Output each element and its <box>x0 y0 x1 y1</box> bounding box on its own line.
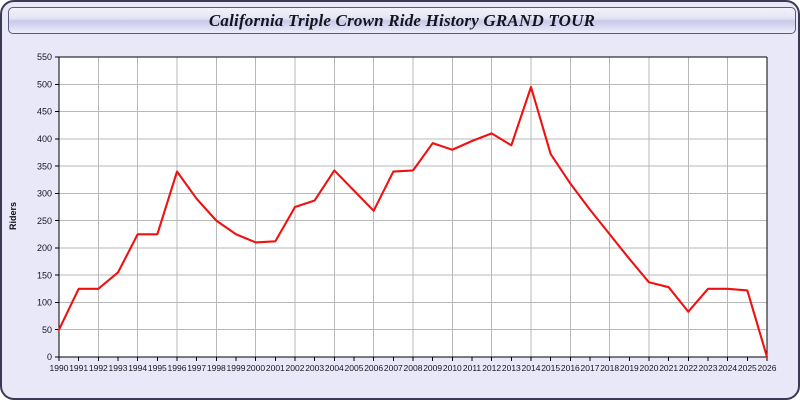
x-tick-label: 1990 <box>50 363 69 373</box>
y-tick-label: 400 <box>37 134 52 144</box>
x-tick-label: 2020 <box>640 363 659 373</box>
y-tick-label: 250 <box>37 216 52 226</box>
x-tick-label: 2017 <box>581 363 600 373</box>
x-tick-label: 1991 <box>69 363 88 373</box>
x-tick-label: 1997 <box>187 363 206 373</box>
x-tick-label: 2016 <box>561 363 580 373</box>
x-tick-label: 2003 <box>305 363 324 373</box>
vertical-gridlines <box>97 57 768 357</box>
page-title: California Triple Crown Ride History GRA… <box>208 10 596 30</box>
y-tick-label: 150 <box>37 270 52 280</box>
y-tick-label: 450 <box>37 107 52 117</box>
x-tick-label: 2009 <box>423 363 442 373</box>
x-tick-label: 2021 <box>659 363 678 373</box>
y-tick-label: 100 <box>37 298 52 308</box>
y-tick-label: 300 <box>37 189 52 199</box>
y-tick-label: 200 <box>37 243 52 253</box>
x-tick-label: 2012 <box>482 363 501 373</box>
x-tick-label: 2024 <box>718 363 737 373</box>
x-tick-label: 2001 <box>266 363 285 373</box>
x-tick-label: 2004 <box>325 363 344 373</box>
x-tick-label: 2015 <box>541 363 560 373</box>
y-tick-label: 350 <box>37 161 52 171</box>
y-axis-ticks: 0 50 100 150 200 250 300 350 400 450 500 550 <box>37 52 59 362</box>
y-tick-label: 0 <box>47 352 52 362</box>
x-tick-label: 2013 <box>502 363 521 373</box>
x-tick-label: 2011 <box>463 363 482 373</box>
y-tick-label: 550 <box>37 52 52 62</box>
x-tick-label: 2010 <box>443 363 462 373</box>
x-tick-label: 2005 <box>345 363 364 373</box>
x-tick-label: 2018 <box>600 363 619 373</box>
plot-area-container: Riders 0 50 100 150 200 250 300 350 400 450 500 550… <box>2 36 798 398</box>
x-tick-label: 2022 <box>679 363 698 373</box>
y-tick-label: 500 <box>37 79 52 89</box>
riders-series-line <box>57 85 769 359</box>
x-tick-label: 2008 <box>404 363 423 373</box>
x-tick-label: 1994 <box>128 363 147 373</box>
x-tick-label: 2006 <box>364 363 383 373</box>
x-tick-label: 1998 <box>207 363 226 373</box>
x-tick-label: 1995 <box>148 363 167 373</box>
x-tick-label: 2002 <box>286 363 305 373</box>
y-axis-label: Riders <box>8 201 18 230</box>
x-tick-label: 1993 <box>109 363 128 373</box>
x-tick-label: 2023 <box>699 363 718 373</box>
x-tick-label: 2019 <box>620 363 639 373</box>
x-tick-label: 2014 <box>522 363 541 373</box>
x-tick-label: 1992 <box>89 363 108 373</box>
x-tick-label: 1996 <box>168 363 187 373</box>
x-tick-label: 2025 <box>738 363 757 373</box>
title-bar: California Triple Crown Ride History GRA… <box>8 7 796 34</box>
x-tick-label: 2000 <box>246 363 265 373</box>
x-axis-ticks: 1990 1991 1992 1993 1994 1995 1996 1997 1998 1999… <box>50 357 777 373</box>
x-tick-label: 2007 <box>384 363 403 373</box>
y-tick-label: 50 <box>42 325 52 335</box>
x-tick-label: 2026 <box>758 363 777 373</box>
x-tick-label: 1999 <box>227 363 246 373</box>
